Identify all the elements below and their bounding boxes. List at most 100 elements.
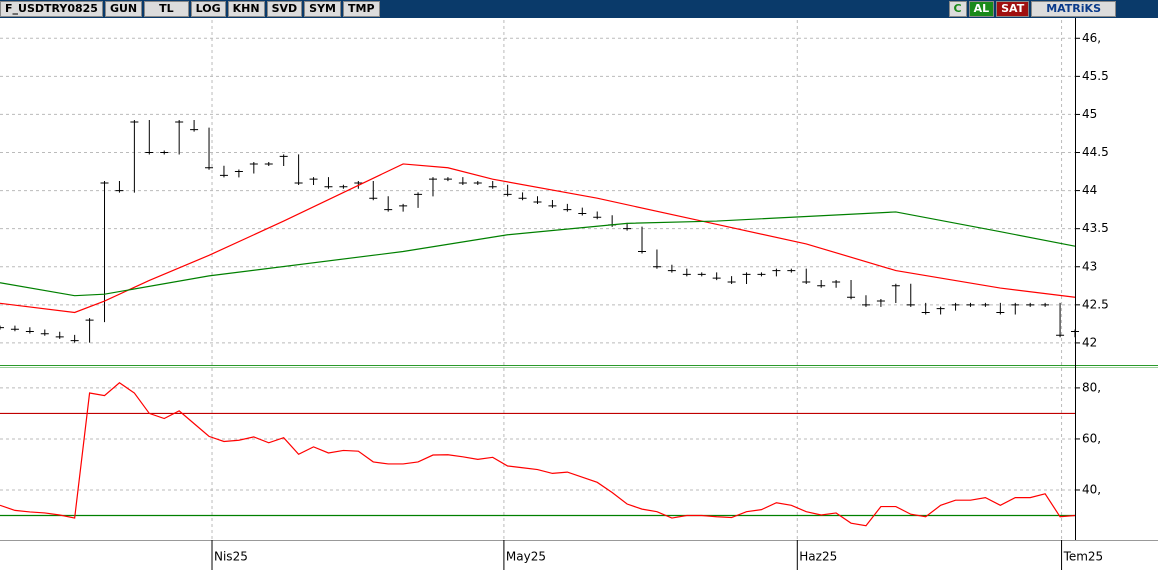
price-bar — [697, 272, 706, 277]
price-bar — [593, 211, 602, 220]
price-bar — [787, 268, 796, 273]
x-tick-label: Nis25 — [214, 550, 248, 564]
price-bar — [951, 302, 960, 311]
price-bar — [249, 161, 258, 174]
price-bar — [996, 302, 1005, 315]
price-bar — [414, 192, 423, 208]
y-tick-label: 80, — [1082, 380, 1101, 394]
y-tick-label: 45.5 — [1082, 69, 1109, 83]
y-tick-label: 60, — [1082, 431, 1101, 445]
price-bar — [70, 334, 79, 343]
price-bar — [936, 306, 945, 315]
y-tick-label: 44 — [1082, 183, 1097, 197]
price-bar — [10, 325, 19, 332]
price-bar — [0, 325, 4, 330]
y-tick-label: 42.5 — [1082, 297, 1109, 311]
x-tick-label: May25 — [506, 550, 546, 564]
tool-button[interactable]: KHN — [227, 1, 265, 17]
price-bar — [1041, 302, 1050, 307]
price-bar — [205, 127, 214, 170]
price-bar — [966, 302, 975, 307]
price-bar — [817, 279, 826, 288]
series-line — [0, 163, 1076, 314]
y-tick-label: 40, — [1082, 482, 1101, 496]
price-bar — [548, 200, 557, 208]
y-tick-label: 43.5 — [1082, 221, 1109, 235]
price-bar — [339, 184, 348, 189]
tool-button[interactable]: TMP — [343, 1, 380, 17]
price-bar — [100, 180, 109, 323]
price-bar — [443, 177, 452, 182]
buy-button[interactable]: AL — [968, 1, 995, 17]
price-bar — [906, 283, 915, 307]
price-bar — [1056, 302, 1065, 338]
price-bar — [742, 272, 751, 284]
price-bar — [1071, 329, 1079, 338]
price-bar — [533, 196, 542, 205]
price-bar — [757, 272, 766, 277]
price-bar — [55, 331, 64, 339]
price-bar — [190, 120, 199, 132]
price-bar — [264, 161, 273, 166]
price-bar — [563, 203, 572, 212]
y-tick-label: 42 — [1082, 335, 1097, 349]
tool-button[interactable]: SVD — [266, 1, 303, 17]
price-bar — [1026, 302, 1035, 307]
price-bar — [847, 279, 856, 300]
price-bar — [682, 268, 691, 277]
price-bar — [623, 222, 632, 231]
price-bar — [712, 272, 721, 281]
price-bar — [428, 177, 437, 197]
toolbar: F_USDTRY0825 GUN TL LOG KHN SVD SYM TMP … — [0, 0, 1158, 18]
price-bar — [309, 177, 318, 185]
price-bar — [384, 196, 393, 212]
price-bar — [25, 327, 34, 334]
y-tick-label: 43 — [1082, 259, 1097, 273]
price-bar — [145, 120, 154, 155]
x-tick-label: Haz25 — [799, 550, 837, 564]
y-tick-label: 45 — [1082, 107, 1097, 121]
chart: 46, 45.5 45 44.5 44 43.5 43 42.5 42 80, 60, 40, Nis2… — [0, 18, 1158, 572]
price-bar — [279, 154, 288, 166]
price-bar — [294, 154, 303, 185]
price-bar — [219, 165, 228, 178]
price-bar — [1011, 302, 1020, 315]
sell-button[interactable]: SAT — [996, 1, 1030, 17]
price-bar — [115, 180, 124, 193]
price-bar — [399, 203, 408, 212]
price-bar — [981, 302, 990, 307]
price-bar — [652, 249, 661, 269]
y-tick-label: 46, — [1082, 31, 1101, 45]
price-bar — [160, 150, 169, 155]
brand-button[interactable]: MATRiKS — [1031, 1, 1116, 17]
price-bar — [458, 177, 467, 185]
price-bar — [727, 276, 736, 284]
price-bar — [638, 226, 647, 254]
price-bar — [891, 283, 900, 304]
price-bar — [324, 177, 333, 189]
price-bar — [921, 302, 930, 315]
price-bar — [369, 180, 378, 201]
series-line — [0, 211, 1076, 297]
price-bar — [578, 207, 587, 216]
price-bar — [234, 169, 243, 178]
price-bar — [488, 180, 497, 189]
price-bar — [876, 299, 885, 307]
refresh-button[interactable]: C — [948, 1, 967, 17]
price-bar — [772, 268, 781, 277]
tool-button[interactable]: GUN — [104, 1, 143, 17]
tool-button[interactable]: SYM — [304, 1, 341, 17]
price-bar — [832, 279, 841, 288]
y-tick-label: 44.5 — [1082, 145, 1109, 159]
background — [0, 18, 1158, 572]
tool-button[interactable]: LOG — [190, 1, 226, 17]
series-line — [0, 382, 1076, 527]
symbol[interactable]: F_USDTRY0825 — [0, 1, 103, 17]
price-bar — [130, 120, 139, 193]
x-tick-label: Tem25 — [1063, 550, 1104, 564]
price-bar — [85, 318, 94, 343]
price-bar — [667, 264, 676, 273]
price-bar — [518, 192, 527, 201]
tool-button[interactable]: TL — [144, 1, 189, 17]
